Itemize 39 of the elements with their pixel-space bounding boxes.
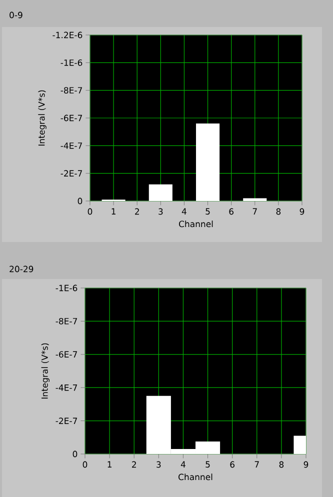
x-tick-label: 7: [252, 208, 257, 214]
x-tick-label: 2: [132, 461, 136, 468]
y-tick-label: -6E-7: [60, 114, 82, 122]
x-tick-label: 3: [156, 461, 161, 468]
x-tick-label: 9: [304, 461, 308, 468]
x-tick-label: 0: [82, 461, 88, 468]
y-tick-label: -1E-6: [56, 284, 78, 292]
y-tick-label: -6E-7: [56, 351, 77, 358]
x-axis-title: Channel: [179, 220, 213, 228]
y-tick-label: -4E-7: [60, 142, 82, 149]
chart-title: 20-29: [10, 266, 34, 272]
y-tick-label: -8E-7: [56, 318, 77, 324]
text: 0-9: [10, 12, 22, 18]
y-tick-label: -2E-7: [56, 418, 77, 424]
y-tick-label: -1.2E-6: [52, 32, 82, 38]
x-tick-label: 1: [108, 461, 112, 468]
x-tick-label: 8: [276, 208, 281, 215]
y-tick-label: -8E-7: [60, 87, 82, 94]
y-tick-label: 0: [78, 198, 82, 204]
x-tick-label: 3: [158, 208, 163, 215]
x-tick-label: 6: [229, 208, 234, 215]
y-tick-label: -1E-6: [60, 59, 82, 66]
x-tick-label: 6: [230, 461, 234, 468]
x-tick-label: 2: [135, 208, 139, 215]
x-tick-label: 8: [279, 461, 284, 468]
x-tick-label: 0: [88, 208, 92, 215]
x-tick-label: 4: [180, 461, 186, 468]
x-tick-label: 5: [206, 461, 210, 468]
x-tick-label: 5: [206, 208, 210, 215]
y-tick-label: -4E-7: [56, 384, 77, 391]
x-tick-label: 7: [254, 461, 259, 468]
y-axis-title: Integral (V*s): [38, 90, 46, 146]
y-tick-label: -2E-7: [60, 170, 82, 176]
x-axis-title: Channel: [178, 474, 212, 480]
x-tick-label: 9: [300, 208, 304, 215]
x-tick-label: 4: [182, 208, 186, 214]
y-axis-title: Integral (V*s): [41, 343, 50, 399]
y-tick-label: 0: [72, 450, 78, 458]
x-tick-label: 1: [112, 208, 116, 214]
